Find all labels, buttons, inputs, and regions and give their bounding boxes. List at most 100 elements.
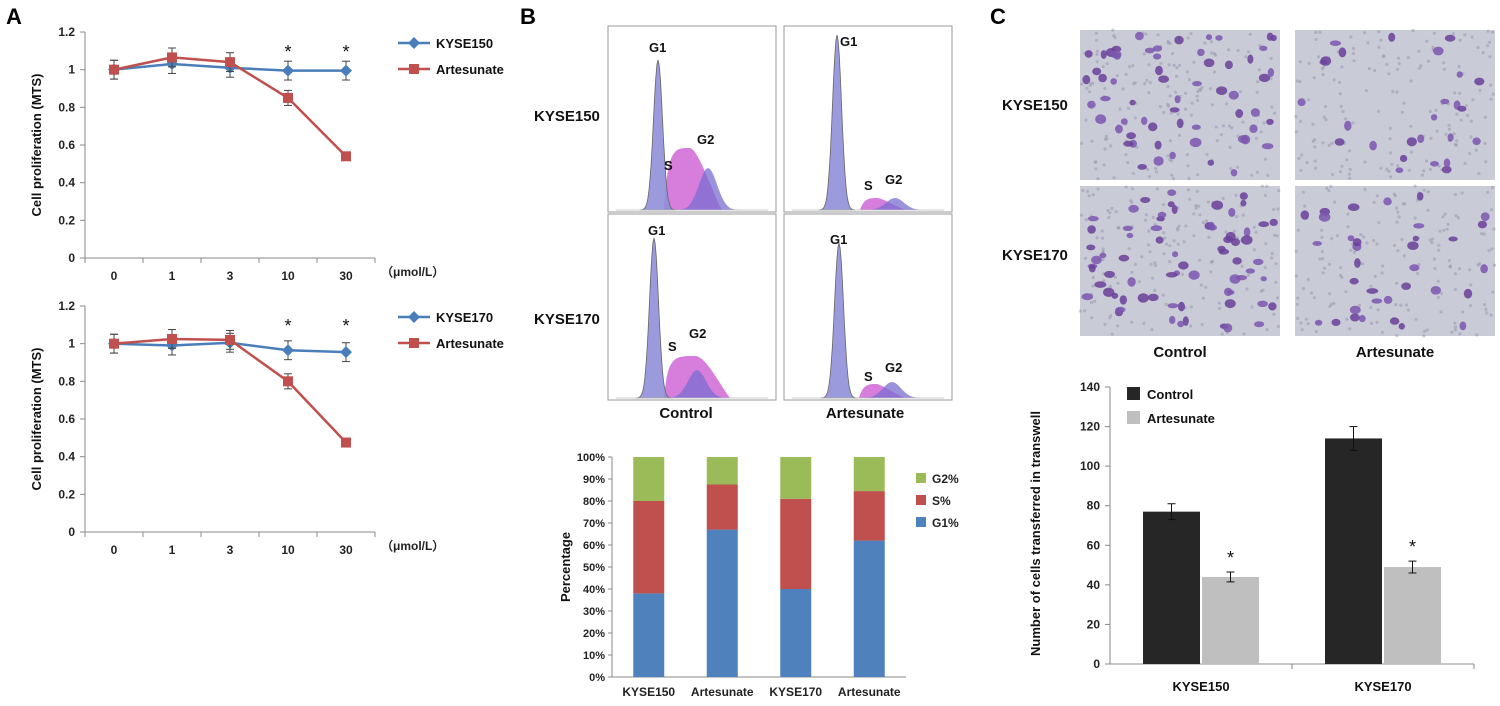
membrane-pore bbox=[1245, 287, 1249, 291]
transwell-micrographs: KYSE150 KYSE170 Control Artesunate bbox=[1002, 28, 1497, 361]
membrane-pore bbox=[1153, 261, 1157, 265]
y-tick-label: 60% bbox=[583, 540, 605, 552]
stained-cell bbox=[1344, 120, 1352, 131]
membrane-pore bbox=[1451, 32, 1455, 36]
membrane-pore bbox=[1234, 193, 1238, 197]
peak-label-g1: G1 bbox=[830, 232, 847, 247]
peak-label-g1: G1 bbox=[649, 40, 666, 55]
stained-cell bbox=[1430, 286, 1441, 295]
stained-cell bbox=[1358, 315, 1366, 323]
membrane-pore bbox=[1373, 69, 1377, 73]
membrane-pore bbox=[1432, 257, 1436, 261]
membrane-pore bbox=[1458, 38, 1462, 42]
membrane-pore bbox=[1277, 189, 1281, 193]
stained-cell bbox=[1260, 276, 1267, 282]
membrane-pore bbox=[1144, 213, 1148, 217]
data-point bbox=[282, 64, 294, 77]
stained-cell bbox=[1249, 124, 1258, 133]
membrane-pore bbox=[1425, 39, 1429, 43]
membrane-pore bbox=[1196, 173, 1200, 177]
membrane-pore bbox=[1482, 303, 1487, 307]
membrane-pore bbox=[1438, 229, 1442, 233]
membrane-pore bbox=[1331, 172, 1335, 177]
stained-cell bbox=[1153, 53, 1162, 60]
stacked-bar-segment bbox=[706, 484, 738, 530]
membrane-pore bbox=[1221, 196, 1225, 201]
y-tick-label: 0.2 bbox=[58, 213, 75, 227]
membrane-pore bbox=[1333, 200, 1337, 204]
membrane-pore bbox=[1164, 302, 1168, 306]
membrane-pore bbox=[1303, 204, 1307, 208]
membrane-pore bbox=[1388, 126, 1392, 130]
membrane-pore bbox=[1101, 65, 1105, 69]
membrane-pore bbox=[1313, 159, 1317, 163]
y-tick-label: 60 bbox=[1087, 538, 1101, 552]
stained-cell bbox=[1127, 277, 1136, 287]
membrane-pore bbox=[1232, 229, 1236, 233]
membrane-pore bbox=[1124, 185, 1128, 189]
x-tick-label: 0 bbox=[111, 269, 118, 283]
stacked-bar-segment bbox=[853, 457, 885, 492]
membrane-pore bbox=[1476, 263, 1480, 267]
histogram-row-label: KYSE170 bbox=[534, 311, 600, 328]
membrane-pore bbox=[1170, 51, 1175, 56]
membrane-pore bbox=[1186, 36, 1190, 40]
peak-label-g1: G1 bbox=[840, 34, 857, 49]
membrane-pore bbox=[1395, 90, 1399, 94]
membrane-pore bbox=[1091, 284, 1095, 288]
stained-cell bbox=[1141, 116, 1148, 125]
membrane-pore bbox=[1397, 215, 1401, 219]
membrane-pore bbox=[1321, 257, 1325, 261]
membrane-pore bbox=[1100, 229, 1104, 233]
histogram-row-label: KYSE150 bbox=[534, 108, 600, 125]
membrane-pore bbox=[1396, 249, 1400, 253]
stained-cell bbox=[1480, 212, 1490, 221]
membrane-pore bbox=[1461, 310, 1465, 314]
membrane-pore bbox=[1153, 222, 1157, 227]
membrane-pore bbox=[1395, 334, 1399, 338]
y-axis-label: Cell proliferation (MTS) bbox=[29, 348, 44, 491]
membrane-pore bbox=[1212, 52, 1216, 56]
membrane-pore bbox=[1095, 236, 1099, 240]
membrane-pore bbox=[1453, 272, 1457, 276]
membrane-pore bbox=[1185, 70, 1189, 74]
stained-cell bbox=[1167, 303, 1179, 309]
stained-cell bbox=[1440, 98, 1450, 105]
data-point bbox=[225, 334, 235, 345]
stained-cell bbox=[1268, 302, 1277, 311]
membrane-pore bbox=[1263, 193, 1267, 197]
membrane-pore bbox=[1338, 273, 1342, 277]
stained-cell bbox=[1395, 167, 1404, 173]
x-tick-label: 3 bbox=[227, 269, 234, 283]
membrane-pore bbox=[1409, 79, 1413, 83]
membrane-pore bbox=[1238, 90, 1243, 94]
stained-cell bbox=[1480, 264, 1488, 274]
stained-cell bbox=[1401, 282, 1411, 290]
membrane-pore bbox=[1124, 72, 1128, 76]
stained-cell bbox=[1122, 225, 1133, 231]
membrane-pore bbox=[1186, 164, 1190, 168]
stained-cell bbox=[1094, 281, 1107, 288]
membrane-pore bbox=[1113, 275, 1117, 279]
membrane-pore bbox=[1294, 274, 1298, 278]
membrane-pore bbox=[1161, 293, 1165, 297]
stained-cell bbox=[1383, 295, 1393, 304]
membrane-pore bbox=[1106, 208, 1110, 213]
membrane-pore bbox=[1492, 263, 1497, 267]
membrane-pore bbox=[1491, 290, 1495, 294]
stained-cell bbox=[1172, 251, 1179, 258]
y-tick-label: 10% bbox=[583, 650, 605, 662]
stained-cell bbox=[1165, 272, 1178, 278]
stained-cell bbox=[1247, 54, 1254, 64]
membrane-pore bbox=[1102, 163, 1106, 167]
stained-cell bbox=[1257, 300, 1268, 307]
stained-cell bbox=[1169, 315, 1176, 325]
membrane-pore bbox=[1483, 115, 1487, 119]
membrane-pore bbox=[1301, 287, 1306, 291]
membrane-pore bbox=[1486, 29, 1490, 33]
membrane-pore bbox=[1307, 61, 1311, 65]
membrane-pore bbox=[1158, 104, 1162, 109]
membrane-pore bbox=[1256, 80, 1260, 84]
membrane-pore bbox=[1369, 305, 1373, 310]
membrane-pore bbox=[1387, 169, 1391, 173]
